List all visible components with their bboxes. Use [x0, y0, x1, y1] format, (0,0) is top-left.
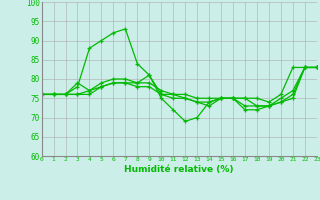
X-axis label: Humidité relative (%): Humidité relative (%) [124, 165, 234, 174]
